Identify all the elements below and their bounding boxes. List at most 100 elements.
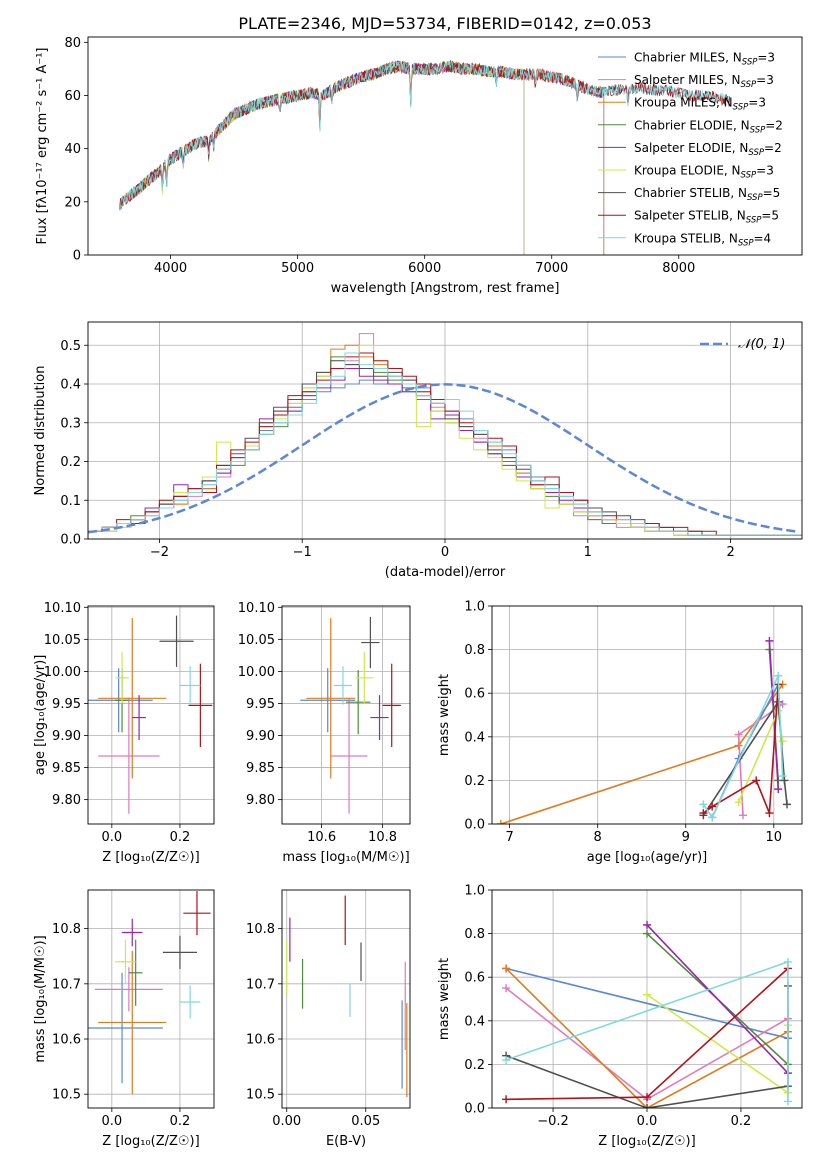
age_vs_Z-ytick-label: 10.10 bbox=[44, 601, 81, 616]
mass_vs_Z-xtick-label: 0.2 bbox=[170, 1114, 191, 1129]
weight-marker bbox=[738, 811, 747, 820]
errorbar-point bbox=[188, 663, 213, 748]
weight_vs_Z-ytick-label: 0.4 bbox=[464, 1014, 485, 1029]
spectrum-ytick-label: 60 bbox=[64, 89, 81, 104]
spectrum-line bbox=[119, 60, 730, 211]
weight_vs_age-ytick-label: 1.0 bbox=[464, 600, 485, 615]
weight-marker bbox=[502, 964, 511, 973]
mass_vs_EBV-xtick-label: 0.05 bbox=[351, 1114, 380, 1129]
residuals-axes: −2 −1 0 1 2 0.0 0.1 0.2 0.3 0.4 0.5 (data-model)/er… bbox=[33, 321, 803, 580]
errorbar-point bbox=[122, 918, 143, 947]
age_vs_mass-ytick-label: 10.00 bbox=[238, 665, 275, 680]
weight_vs_Z-ytick-label: 1.0 bbox=[464, 884, 485, 899]
spectrum-plot-area bbox=[119, 59, 730, 255]
weight-marker bbox=[780, 776, 789, 785]
weight-marker bbox=[734, 730, 743, 739]
weight_vs_Z-ytick-label: 0.8 bbox=[464, 927, 485, 942]
age_vs_Z-frame bbox=[87, 605, 215, 825]
errorbar-point bbox=[179, 666, 201, 705]
weight-marker bbox=[774, 785, 783, 794]
weight_vs_age-plot-area bbox=[496, 636, 792, 824]
legend-label: Salpeter ELODIE, NSSP=2 bbox=[634, 141, 782, 158]
errorbar-point bbox=[361, 616, 380, 669]
age_vs_Z-ytick-label: 10.05 bbox=[44, 633, 81, 648]
weight-marker bbox=[774, 671, 783, 680]
residuals-xtick-label: 1 bbox=[584, 545, 592, 560]
age_vs_Z-xtick-label: 0.2 bbox=[170, 830, 191, 845]
age_vs_mass-axes: 10.6 10.8 9.80 9.85 9.90 9.95 10.00 10.05 10.10 m… bbox=[238, 601, 411, 865]
weight-marker bbox=[502, 1056, 511, 1065]
weight_vs_Z-axes: −0.2 0.0 0.2 0.0 0.2 0.4 0.6 0.8 1.0 Z [log₁₀(Z/Z… bbox=[437, 884, 803, 1149]
weight_vs_age-xtick-label: 10 bbox=[766, 830, 783, 845]
errorbar-point bbox=[179, 985, 201, 1019]
mass_vs_Z-xtick-label: 0.0 bbox=[101, 1114, 122, 1129]
weight-marker bbox=[643, 1104, 651, 1108]
residuals-ytick-label: 0.2 bbox=[60, 455, 81, 470]
residuals-ytick-label: 0.1 bbox=[60, 494, 81, 509]
residuals-plot-area bbox=[88, 333, 802, 539]
legend-label: Kroupa MILES, NSSP=3 bbox=[634, 96, 766, 113]
age_vs_Z-plot-area bbox=[88, 615, 213, 814]
weight-line bbox=[768, 640, 779, 790]
spectrum-frame bbox=[87, 36, 803, 256]
errorbar-point bbox=[355, 652, 374, 704]
weight-marker bbox=[643, 1093, 651, 1102]
age_vs_Z-xlabel: Z [log₁₀(Z/Z☉)] bbox=[102, 850, 199, 865]
errorbar-point bbox=[115, 652, 129, 704]
errorbar-point bbox=[330, 698, 368, 814]
weight_vs_Z-ylabel: mass weight bbox=[437, 958, 452, 1040]
legend-label: 𝒩(0, 1) bbox=[738, 337, 785, 352]
weight_vs_age-xtick-label: 7 bbox=[505, 830, 513, 845]
weight_vs_Z-xtick-label: 0.0 bbox=[637, 1114, 658, 1129]
errorbar-point bbox=[98, 698, 160, 814]
residuals-ytick-label: 0.4 bbox=[60, 378, 81, 393]
residuals-frame bbox=[87, 321, 803, 540]
errorbar-point bbox=[382, 663, 401, 748]
legend-label: Chabrier STELIB, NSSP=5 bbox=[634, 186, 780, 203]
age_vs_mass-ytick-label: 10.10 bbox=[238, 601, 275, 616]
legend-label: Kroupa ELODIE, NSSP=3 bbox=[634, 164, 774, 181]
age_vs_mass-xtick-label: 10.8 bbox=[368, 830, 397, 845]
errorbar-point bbox=[370, 695, 389, 741]
age_vs_Z-ytick-label: 9.80 bbox=[52, 793, 81, 808]
errorbar-point bbox=[346, 670, 371, 735]
weight-marker bbox=[752, 776, 761, 785]
mass_vs_Z-axes: 0.0 0.2 10.5 10.6 10.7 10.8 Z [log₁₀(Z/Z☉)] mas… bbox=[33, 889, 215, 1149]
spectrum-xlabel: wavelength [Angstrom, rest frame] bbox=[331, 281, 560, 296]
weight_vs_Z-xtick-label: 0.2 bbox=[731, 1114, 752, 1129]
weight-marker bbox=[734, 798, 743, 807]
age_vs_Z-xtick-label: 0.0 bbox=[101, 830, 122, 845]
errorbar-point bbox=[98, 950, 167, 1095]
weight_vs_Z-ytick-label: 0.2 bbox=[464, 1058, 485, 1073]
errorbar-point bbox=[162, 935, 197, 969]
spectrum-legend: Chabrier MILES, NSSP=3 Salpeter MILES, NS… bbox=[598, 51, 783, 248]
weight_vs_age-xlabel: age [log₁₀(age/yr)] bbox=[587, 850, 708, 865]
mass_vs_EBV-plot-area bbox=[286, 895, 408, 1097]
weight-marker bbox=[783, 800, 792, 809]
normal-curve bbox=[88, 383, 800, 534]
spectrum-ytick-label: 20 bbox=[64, 195, 81, 210]
errorbar-point bbox=[159, 615, 194, 667]
weight-marker bbox=[765, 636, 774, 645]
weight_vs_age-ytick-label: 0.0 bbox=[464, 818, 485, 833]
errorbar-point bbox=[128, 939, 143, 1006]
spectrum-ytick-label: 80 bbox=[64, 36, 81, 51]
weight-marker bbox=[783, 1097, 792, 1106]
errorbar-point bbox=[333, 666, 353, 705]
spectrum-xtick-label: 5000 bbox=[281, 261, 314, 276]
weight-marker bbox=[643, 929, 651, 938]
residuals-xtick-label: −2 bbox=[150, 545, 169, 560]
mass_vs_EBV-ytick-label: 10.5 bbox=[246, 1088, 275, 1103]
weight-marker bbox=[774, 697, 783, 706]
mass_vs_EBV-axes: 0.00 0.05 10.5 10.6 10.7 10.8 E(B-V) bbox=[246, 889, 411, 1149]
plots: 4000 5000 6000 7000 8000020406080wavelength … bbox=[33, 36, 803, 1149]
residuals-ytick-label: 0.3 bbox=[60, 416, 81, 431]
residuals-xtick-label: −1 bbox=[293, 545, 312, 560]
legend-label: Salpeter STELIB, NSSP=5 bbox=[634, 209, 779, 226]
mass_vs_Z-xlabel: Z [log₁₀(Z/Z☉)] bbox=[102, 1134, 199, 1149]
weight-marker bbox=[496, 820, 505, 824]
age_vs_Z-ytick-label: 9.90 bbox=[52, 729, 81, 744]
weight-marker bbox=[502, 1095, 511, 1104]
weight-line bbox=[505, 967, 789, 1108]
